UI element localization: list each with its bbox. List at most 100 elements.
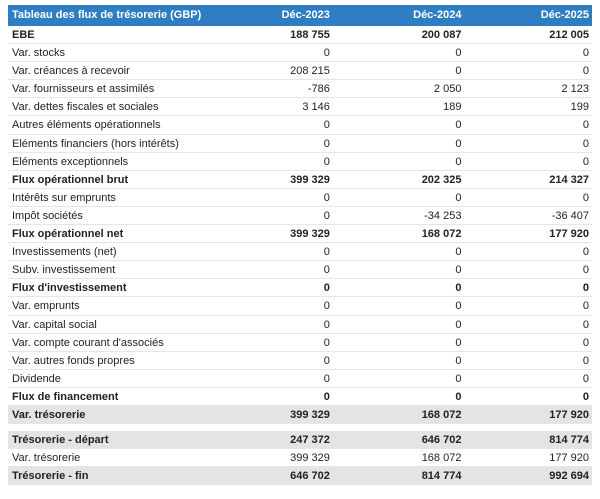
table-row: Var. trésorerie 399 329 168 072 177 920 — [8, 405, 592, 425]
cell-value: 399 329 — [290, 408, 330, 421]
cell-value: 0 — [455, 119, 462, 132]
cell-value: 0 — [455, 300, 462, 313]
row-label: Var. fournisseurs et assimilés — [12, 83, 155, 96]
cell-value: 0 — [323, 354, 330, 367]
row-label: Impôt sociétés — [12, 209, 83, 222]
cell-value: 0 — [323, 336, 330, 349]
table-row: Var. capital social 0 0 0 — [8, 316, 592, 334]
table-row: Dividende 0 0 0 — [8, 370, 592, 388]
cell-value: 3 146 — [302, 101, 330, 114]
cell-value: 0 — [323, 264, 330, 277]
cell-value: 202 325 — [421, 173, 462, 186]
row-label: Dividende — [12, 372, 61, 385]
cell-value: 0 — [323, 372, 330, 385]
cash-flow-table: Tableau des flux de trésorerie (GBP) Déc… — [8, 5, 592, 486]
row-label: Flux d'investissement — [12, 282, 127, 295]
cell-value: 646 702 — [290, 470, 330, 483]
table-row: Flux d'investissement 0 0 0 — [8, 279, 592, 298]
row-label: Var. dettes fiscales et sociales — [12, 101, 159, 114]
table-row: Flux opérationnel brut 399 329 202 325 214 … — [8, 171, 592, 189]
table-row: Intérêts sur emprunts 0 0 0 — [8, 189, 592, 207]
row-label: Flux de financement — [12, 390, 119, 403]
cell-value: 189 — [443, 101, 462, 114]
row-label: Autres éléments opérationnels — [12, 119, 161, 132]
table-row: Var. fournisseurs et assimilés -786 2 050 2… — [8, 80, 592, 99]
cell-value: 0 — [455, 47, 462, 60]
cell-value: 0 — [582, 282, 590, 295]
cell-value: 0 — [323, 318, 330, 331]
row-label: Var. trésorerie — [12, 452, 81, 465]
row-label: Var. compte courant d'associés — [12, 336, 164, 349]
table-row: Impôt sociétés 0 -34 253 -36 407 — [8, 207, 592, 226]
table-row: Trésorerie - départ 247 372 646 702 814 774 — [8, 431, 592, 450]
cell-value: 0 — [323, 246, 330, 259]
table-row: Var. stocks 0 0 0 — [8, 44, 592, 63]
cell-value: 168 072 — [421, 408, 462, 421]
table-row: Var. créances à recevoir 208 215 0 0 — [8, 62, 592, 81]
table-row: Eléments exceptionnels 0 0 0 — [8, 153, 592, 171]
table-title: Tableau des flux de trésorerie (GBP) — [12, 9, 202, 21]
cell-value: 2 050 — [433, 83, 462, 96]
cell-value: 0 — [323, 209, 330, 222]
cell-value: 0 — [455, 65, 462, 78]
cell-value: 247 372 — [290, 434, 330, 447]
cell-value: 0 — [323, 137, 330, 150]
table-row: Autres éléments opérationnels 0 0 0 — [8, 116, 592, 135]
cell-value: 0 — [582, 137, 590, 150]
cell-value: -34 253 — [424, 209, 462, 222]
row-label: Flux opérationnel brut — [12, 173, 129, 186]
cell-value: -36 407 — [551, 209, 590, 222]
table-row: Var. compte courant d'associés 0 0 0 — [8, 334, 592, 352]
cell-value: 814 774 — [549, 434, 590, 447]
cell-value: 0 — [455, 282, 462, 295]
cell-value: 992 694 — [549, 470, 590, 483]
cell-value: 0 — [455, 390, 462, 403]
cell-value: 0 — [582, 47, 590, 60]
cell-value: 0 — [323, 47, 330, 60]
cell-value: 214 327 — [549, 173, 590, 186]
cell-value: 212 005 — [549, 29, 590, 41]
table-row: Var. autres fonds propres 0 0 0 — [8, 352, 592, 370]
cell-value: 0 — [455, 336, 462, 349]
table-row: Eléments financiers (hors intérêts) 0 0 0 — [8, 135, 592, 153]
cell-value: 399 329 — [290, 173, 330, 186]
cell-value: 0 — [455, 246, 462, 259]
cell-value: 646 702 — [421, 434, 462, 447]
cell-value: 0 — [582, 300, 590, 313]
cell-value: 0 — [582, 318, 590, 331]
cell-value: 177 920 — [549, 228, 590, 241]
cell-value: 0 — [582, 372, 590, 385]
cell-value: 0 — [323, 300, 330, 313]
row-label: Intérêts sur emprunts — [12, 191, 116, 204]
row-label: Eléments financiers (hors intérêts) — [12, 137, 179, 150]
cell-value: 0 — [455, 318, 462, 331]
cell-value: 188 755 — [290, 29, 330, 41]
table-row: EBE 188 755 200 087 212 005 — [8, 26, 592, 45]
cell-value: 0 — [582, 390, 590, 403]
cell-value: -786 — [307, 83, 330, 96]
row-label: Trésorerie - fin — [12, 470, 89, 483]
row-label: Var. capital social — [12, 318, 97, 331]
row-label: Var. trésorerie — [12, 408, 86, 421]
cell-value: 399 329 — [290, 228, 330, 241]
table-row: Trésorerie - fin 646 702 814 774 992 694 — [8, 467, 592, 486]
cell-value: 208 215 — [290, 65, 330, 78]
cell-value: 0 — [323, 155, 330, 168]
row-label: Subv. investissement — [12, 264, 116, 277]
cell-value: 0 — [323, 119, 330, 132]
table-row: Investissements (net) 0 0 0 — [8, 243, 592, 262]
row-label: EBE — [12, 29, 35, 41]
header-row: Tableau des flux de trésorerie (GBP) Déc… — [8, 5, 592, 26]
cell-value: 0 — [582, 264, 590, 277]
cell-value: 0 — [582, 354, 590, 367]
cell-value: 2 123 — [561, 83, 590, 96]
cell-value: 199 — [570, 101, 590, 114]
row-label: Eléments exceptionnels — [12, 155, 129, 168]
row-label: Var. emprunts — [12, 300, 80, 313]
cell-value: 200 087 — [421, 29, 462, 41]
column-header: Déc-2025 — [540, 9, 590, 21]
column-header: Déc-2023 — [281, 9, 330, 21]
cell-value: 0 — [582, 246, 590, 259]
table-row: Var. trésorerie 399 329 168 072 177 920 — [8, 449, 592, 468]
